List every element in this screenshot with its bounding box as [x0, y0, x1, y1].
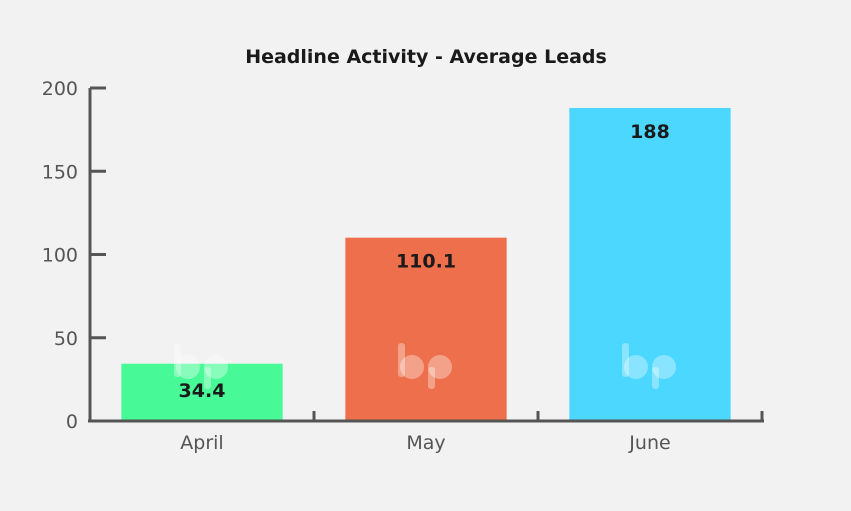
y-tick-label: 100: [42, 245, 78, 267]
y-tick-label: 200: [42, 78, 78, 100]
bar-april: [121, 363, 283, 421]
data-label: 110.1: [396, 251, 456, 273]
watermarks: [174, 343, 676, 389]
watermark-logo-icon: [622, 343, 676, 389]
x-tick-label: April: [180, 432, 223, 454]
y-axis-ticks: 0 50 100 150 200: [42, 78, 106, 433]
y-tick-label: 150: [42, 161, 78, 183]
data-labels: 34.4 110.1 188: [179, 121, 670, 402]
watermark-logo-icon: [398, 343, 452, 389]
y-tick-label: 0: [66, 411, 78, 433]
x-axis-ticks: April May June: [180, 411, 764, 454]
x-tick-label: June: [628, 432, 670, 454]
data-label: 188: [630, 121, 670, 143]
bar-may: [345, 237, 507, 421]
y-tick-label: 50: [54, 328, 78, 350]
watermark-logo-icon: [174, 343, 228, 389]
bars: [121, 107, 731, 421]
x-tick-label: May: [406, 432, 445, 454]
data-label: 34.4: [179, 380, 226, 402]
bar-june: [569, 107, 731, 421]
chart-title: Headline Activity - Average Leads: [245, 46, 607, 68]
